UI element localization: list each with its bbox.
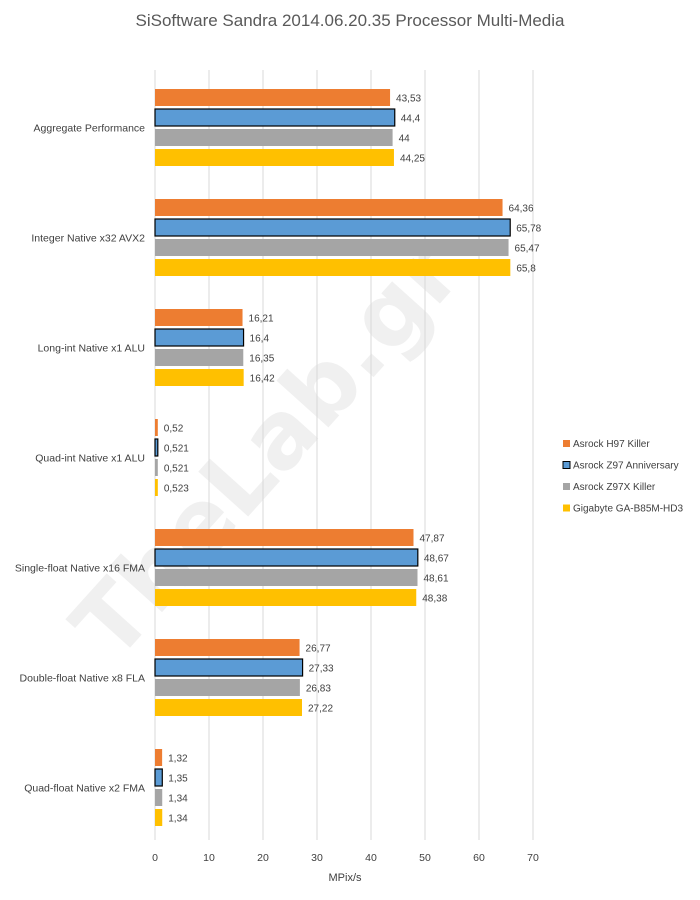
category-label-3: Quad-int Native x1 ALU xyxy=(35,453,145,465)
x-tick-label-6: 60 xyxy=(473,852,485,864)
data-label-s1-c1: 65,78 xyxy=(516,224,541,235)
bar-s3-c2 xyxy=(155,369,244,386)
bar-s3-c0 xyxy=(155,149,394,166)
bar-s2-c1 xyxy=(155,239,509,256)
data-label-s1-c5: 27,33 xyxy=(309,664,334,675)
bar-s0-c5 xyxy=(155,639,300,656)
legend-label-2: Asrock Z97X Killer xyxy=(573,482,656,493)
bar-s0-c4 xyxy=(155,529,414,546)
bar-s3-c1 xyxy=(155,259,511,276)
bar-s3-c3 xyxy=(155,479,158,496)
bar-s1-c5 xyxy=(154,658,304,677)
bar-s0-c2 xyxy=(155,309,243,326)
data-label-s1-c2: 16,4 xyxy=(250,334,270,345)
chart-title: SiSoftware Sandra 2014.06.20.35 Processo… xyxy=(135,11,565,30)
legend-swatch-3 xyxy=(563,504,570,512)
bar-s0-c6 xyxy=(155,749,163,766)
data-label-s0-c3: 0,52 xyxy=(164,424,184,435)
data-label-s3-c2: 16,42 xyxy=(250,374,275,385)
data-label-s1-c4: 48,67 xyxy=(424,554,449,565)
data-label-s3-c5: 27,22 xyxy=(308,704,333,715)
legend-swatch-0 xyxy=(563,440,570,447)
data-label-s3-c6: 1,34 xyxy=(168,814,188,825)
legend-label-1: Asrock Z97 Anniversary xyxy=(573,461,679,472)
data-label-s3-c0: 44,25 xyxy=(400,154,425,165)
x-tick-label-2: 20 xyxy=(257,852,269,864)
bar-s1-c2 xyxy=(154,328,245,347)
bar-s2-c0 xyxy=(155,129,393,146)
bar-s2-c2 xyxy=(155,349,244,366)
bar-s2-c4 xyxy=(155,569,418,586)
bar-s1-c6 xyxy=(154,768,163,787)
gridlines xyxy=(154,70,534,840)
labels: 0 10 20 30 40 50 60 70 Aggregate Performance 43,5… xyxy=(15,94,542,865)
bar-s2-c5 xyxy=(155,679,300,696)
x-axis-title: MPix/s xyxy=(329,872,363,884)
watermark: TheLab.gr xyxy=(52,218,482,679)
data-label-s2-c4: 48,61 xyxy=(423,574,448,585)
legend-label-3: Gigabyte GA-B85M-HD3 xyxy=(573,504,683,515)
legend: Asrock H97 Killer Asrock Z97 Anniversary A… xyxy=(562,439,683,515)
legend-swatch-2 xyxy=(563,483,570,490)
data-label-s0-c1: 64,36 xyxy=(509,204,534,215)
category-label-6: Quad-float Native x2 FMA xyxy=(24,783,145,795)
x-tick-label-0: 0 xyxy=(152,852,158,864)
data-label-s0-c4: 47,87 xyxy=(419,534,444,545)
bar-s3-c6 xyxy=(155,809,163,826)
bar-s1-c3 xyxy=(154,438,159,457)
bar-s0-c1 xyxy=(155,199,503,216)
x-tick-label-7: 70 xyxy=(527,852,539,864)
data-label-s1-c6: 1,35 xyxy=(168,774,188,785)
data-label-s2-c0: 44 xyxy=(399,134,411,145)
category-label-2: Long-int Native x1 ALU xyxy=(38,343,145,355)
legend-swatch-1 xyxy=(562,461,571,469)
data-label-s1-c3: 0,521 xyxy=(164,444,189,455)
bar-s2-c6 xyxy=(155,789,163,806)
bar-s1-c1 xyxy=(154,218,511,237)
data-label-s0-c0: 43,53 xyxy=(396,94,421,105)
data-label-s3-c3: 0,523 xyxy=(164,484,189,495)
data-label-s2-c5: 26,83 xyxy=(306,684,331,695)
data-label-s3-c4: 48,38 xyxy=(422,594,447,605)
data-label-s2-c1: 65,47 xyxy=(515,244,540,255)
x-tick-label-4: 40 xyxy=(365,852,377,864)
data-label-s2-c3: 0,521 xyxy=(164,464,189,475)
bar-s0-c0 xyxy=(155,89,391,106)
data-label-s2-c6: 1,34 xyxy=(168,794,188,805)
bars xyxy=(154,89,511,826)
x-tick-label-5: 50 xyxy=(419,852,431,864)
data-label-s0-c5: 26,77 xyxy=(306,644,331,655)
x-tick-label-3: 30 xyxy=(311,852,323,864)
data-label-s1-c0: 44,4 xyxy=(401,114,421,125)
bar-s1-c4 xyxy=(154,548,419,567)
legend-label-0: Asrock H97 Killer xyxy=(573,439,650,450)
bar-s3-c5 xyxy=(155,699,302,716)
category-label-4: Single-float Native x16 FMA xyxy=(15,563,145,575)
data-label-s0-c2: 16,21 xyxy=(249,314,274,325)
bar-s2-c3 xyxy=(155,459,158,476)
bar-s0-c3 xyxy=(155,419,158,436)
category-label-0: Aggregate Performance xyxy=(34,123,146,135)
category-label-5: Double-float Native x8 FLA xyxy=(20,673,145,685)
data-label-s3-c1: 65,8 xyxy=(516,264,536,275)
x-tick-label-1: 10 xyxy=(203,852,215,864)
data-label-s0-c6: 1,32 xyxy=(168,754,188,765)
data-label-s2-c2: 16,35 xyxy=(249,354,274,365)
category-label-1: Integer Native x32 AVX2 xyxy=(31,233,145,245)
bar-s3-c4 xyxy=(155,589,417,606)
bar-s1-c0 xyxy=(154,108,396,127)
